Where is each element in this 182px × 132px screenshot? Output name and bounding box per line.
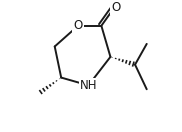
Text: O: O [73,19,83,32]
Text: O: O [111,1,120,14]
Text: NH: NH [80,79,97,92]
